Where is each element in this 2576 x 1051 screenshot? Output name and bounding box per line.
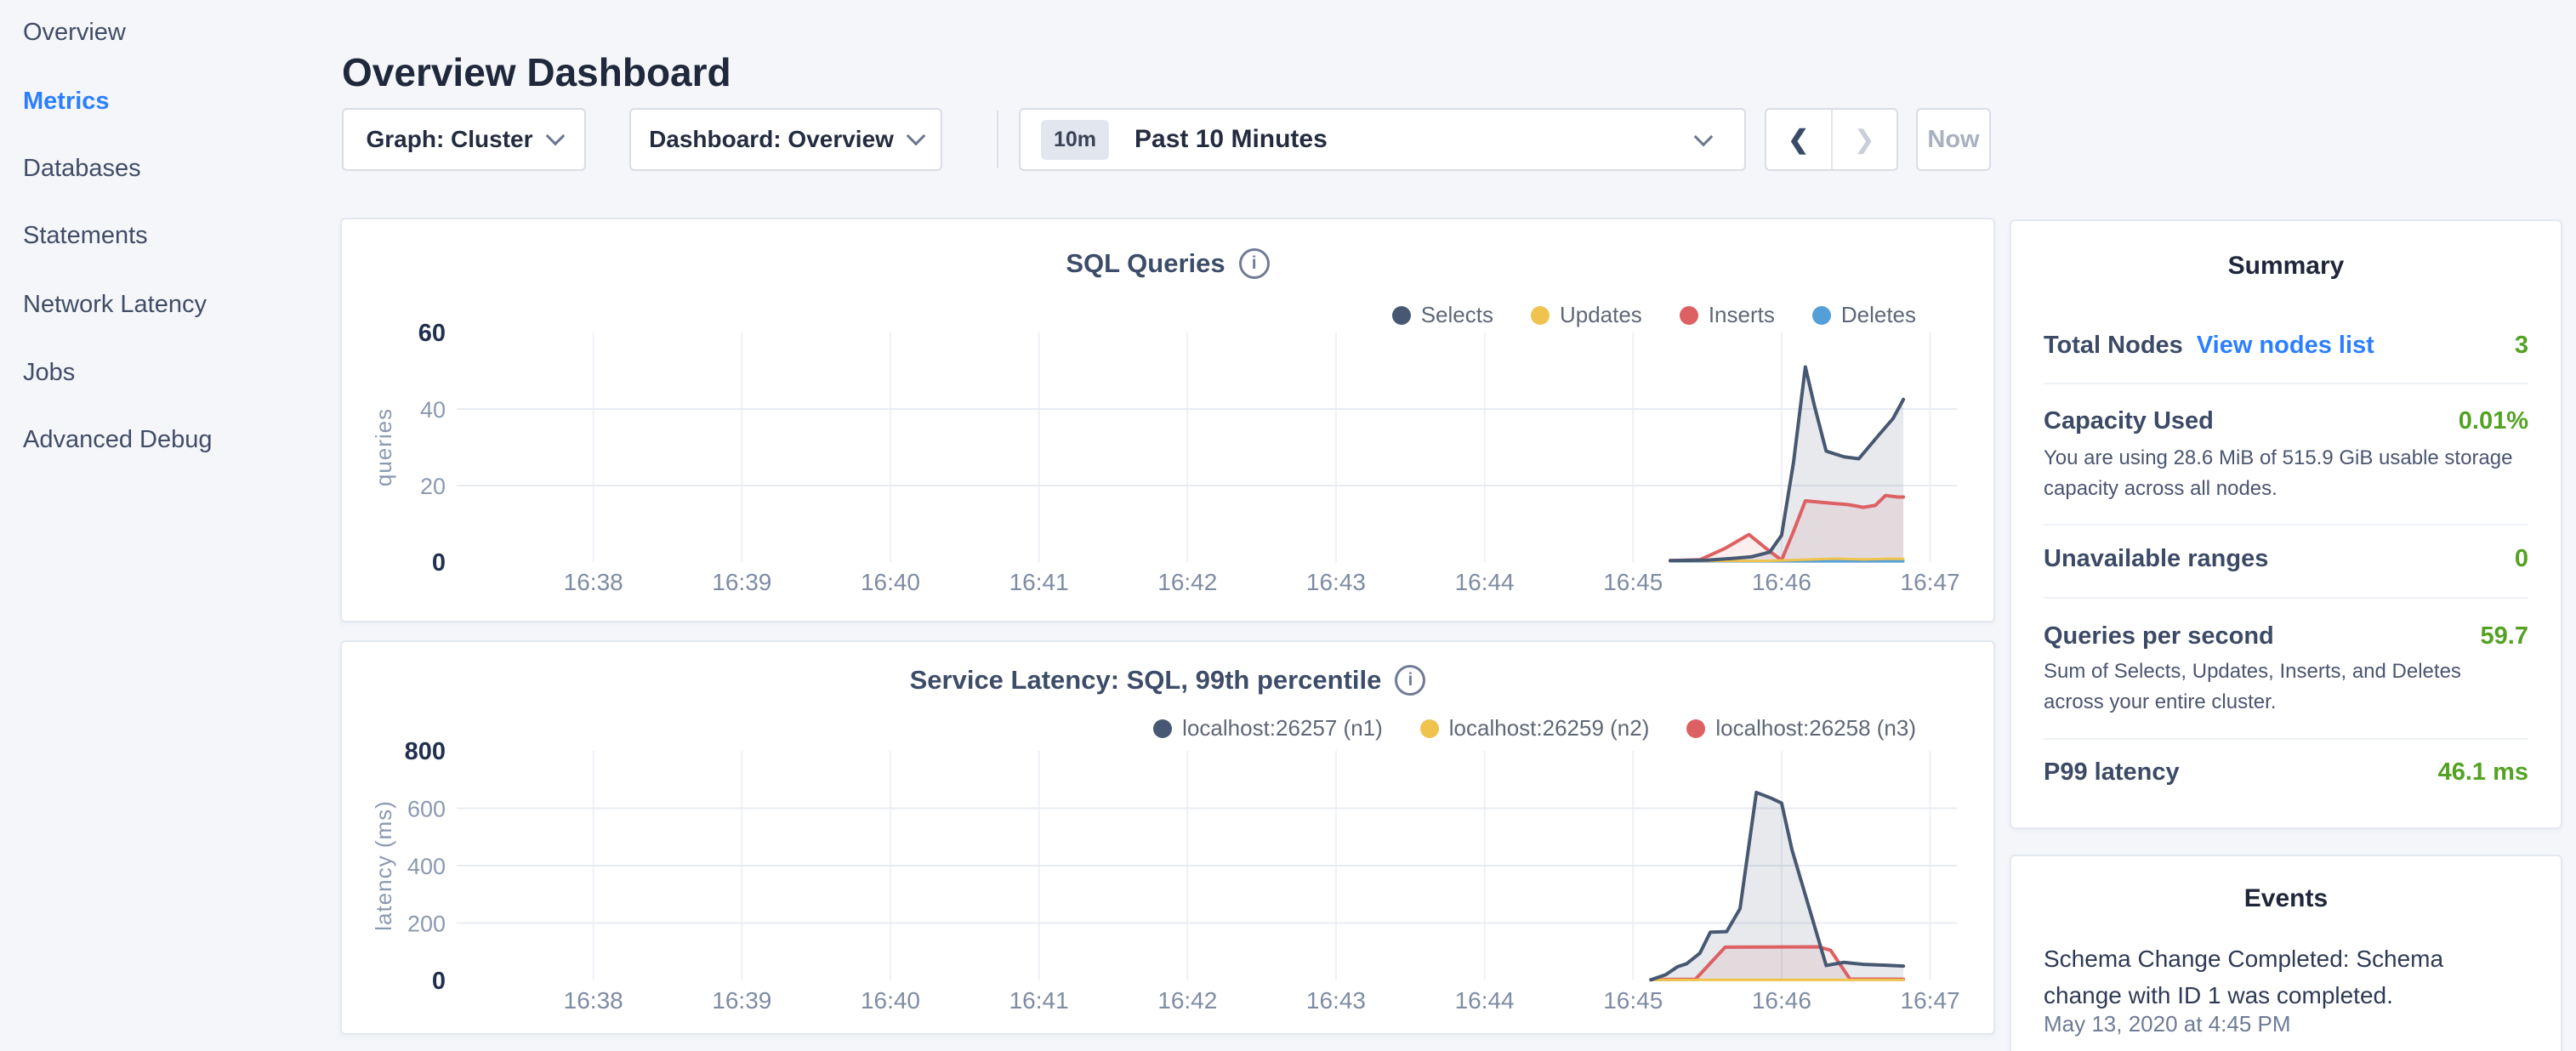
summary-value: 46.1 ms bbox=[2438, 758, 2528, 787]
previous-timespan-button[interactable]: ❮ bbox=[1766, 110, 1833, 169]
svg-text:16:41: 16:41 bbox=[1009, 987, 1069, 1014]
svg-text:0: 0 bbox=[432, 968, 446, 995]
svg-text:16:39: 16:39 bbox=[712, 569, 771, 595]
service-latency-chart-panel: Service Latency: SQL, 99th percentile i … bbox=[340, 640, 1995, 1035]
time-range-label: Past 10 Minutes bbox=[1134, 125, 1328, 154]
summary-row-unavailable-ranges: Unavailable ranges 0 bbox=[2044, 545, 2528, 573]
divider bbox=[2044, 738, 2528, 740]
svg-text:16:40: 16:40 bbox=[861, 569, 920, 595]
graph-dropdown[interactable]: Graph: Cluster bbox=[342, 108, 586, 171]
svg-text:queries: queries bbox=[371, 408, 396, 486]
summary-title: Summary bbox=[2011, 252, 2561, 281]
svg-text:400: 400 bbox=[407, 854, 446, 879]
sidebar-item-advanced-debug[interactable]: Advanced Debug bbox=[23, 422, 213, 457]
graph-dropdown-label: Graph: Cluster bbox=[366, 126, 532, 153]
summary-row-queries-per-second: Queries per second 59.7 bbox=[2044, 622, 2528, 650]
summary-label: Queries per second bbox=[2044, 622, 2274, 650]
svg-text:16:44: 16:44 bbox=[1455, 569, 1515, 595]
next-timespan-button[interactable]: ❯ bbox=[1833, 110, 1897, 169]
svg-text:16:38: 16:38 bbox=[564, 987, 623, 1014]
divider bbox=[2044, 383, 2528, 384]
dashboard-dropdown[interactable]: Dashboard: Overview bbox=[629, 108, 942, 171]
summary-description: You are using 28.6 MiB of 515.9 GiB usab… bbox=[2044, 443, 2520, 504]
svg-text:16:42: 16:42 bbox=[1157, 569, 1217, 595]
summary-label: P99 latency bbox=[2044, 758, 2180, 787]
summary-value: 59.7 bbox=[2481, 622, 2528, 650]
admin-ui-screen: Overview Metrics Databases Statements Ne… bbox=[0, 0, 2576, 1051]
summary-label: Capacity Used bbox=[2044, 407, 2214, 435]
view-nodes-list-link[interactable]: View nodes list bbox=[2197, 332, 2374, 360]
svg-text:600: 600 bbox=[407, 797, 446, 822]
svg-text:16:43: 16:43 bbox=[1306, 569, 1366, 595]
summary-value: 0 bbox=[2515, 545, 2528, 573]
sql-queries-chart[interactable]: 16:38 16:39 16:40 16:41 16:42 16:43 16:44 16:45… bbox=[342, 219, 1997, 624]
summary-row-capacity-used: Capacity Used 0.01% bbox=[2044, 407, 2528, 435]
event-timestamp: May 13, 2020 at 4:45 PM bbox=[2044, 1011, 2291, 1037]
summary-description: Sum of Selects, Updates, Inserts, and De… bbox=[2044, 656, 2520, 718]
divider bbox=[2044, 597, 2528, 599]
svg-text:16:38: 16:38 bbox=[564, 569, 623, 595]
summary-label: Total Nodes bbox=[2044, 332, 2183, 360]
sidebar-item-jobs[interactable]: Jobs bbox=[23, 355, 75, 390]
summary-value: 0.01% bbox=[2459, 407, 2528, 435]
chevron-down-icon bbox=[1694, 128, 1714, 147]
svg-text:16:47: 16:47 bbox=[1901, 569, 1960, 595]
sidebar-item-network-latency[interactable]: Network Latency bbox=[23, 287, 207, 322]
svg-text:16:45: 16:45 bbox=[1603, 987, 1663, 1014]
svg-text:16:46: 16:46 bbox=[1752, 987, 1811, 1014]
svg-text:16:39: 16:39 bbox=[712, 987, 771, 1014]
svg-text:16:43: 16:43 bbox=[1306, 987, 1366, 1014]
svg-text:16:45: 16:45 bbox=[1603, 569, 1663, 595]
svg-text:800: 800 bbox=[405, 738, 446, 765]
svg-text:16:46: 16:46 bbox=[1752, 569, 1811, 595]
dashboard-dropdown-label: Dashboard: Overview bbox=[649, 126, 894, 153]
sidebar-item-statements[interactable]: Statements bbox=[23, 218, 148, 253]
events-title: Events bbox=[2011, 884, 2561, 913]
svg-text:16:41: 16:41 bbox=[1009, 569, 1069, 595]
event-message[interactable]: Schema Change Completed: Schema change w… bbox=[2044, 940, 2486, 1014]
chevron-down-icon bbox=[545, 127, 565, 146]
summary-row-total-nodes: Total Nodes View nodes list 3 bbox=[2044, 332, 2528, 360]
svg-text:16:40: 16:40 bbox=[861, 987, 920, 1014]
sql-queries-chart-panel: SQL Queries i SelectsUpdatesInsertsDelet… bbox=[340, 218, 1995, 622]
page-title: Overview Dashboard bbox=[342, 49, 731, 95]
time-range-selector[interactable]: 10m Past 10 Minutes bbox=[1019, 108, 1746, 171]
summary-row-p99-latency: P99 latency 46.1 ms bbox=[2044, 758, 2528, 787]
summary-value: 3 bbox=[2515, 332, 2528, 360]
svg-text:16:44: 16:44 bbox=[1455, 987, 1515, 1014]
svg-text:60: 60 bbox=[418, 320, 446, 347]
time-step-buttons: ❮ ❯ bbox=[1765, 108, 1898, 171]
time-window-badge: 10m bbox=[1041, 120, 1109, 160]
svg-text:40: 40 bbox=[420, 397, 446, 423]
summary-panel: Summary Total Nodes View nodes list 3 Ca… bbox=[2010, 219, 2562, 829]
svg-text:200: 200 bbox=[407, 912, 446, 937]
chevron-down-icon bbox=[907, 127, 926, 146]
events-panel: Events Schema Change Completed: Schema c… bbox=[2010, 855, 2562, 1051]
service-latency-chart[interactable]: 16:38 16:39 16:40 16:41 16:42 16:43 16:44 16:45… bbox=[342, 642, 1997, 1037]
now-button[interactable]: Now bbox=[1916, 108, 1991, 171]
svg-text:0: 0 bbox=[432, 549, 446, 577]
divider bbox=[2044, 524, 2528, 526]
svg-text:16:47: 16:47 bbox=[1901, 987, 1960, 1014]
sidebar-item-overview[interactable]: Overview bbox=[23, 14, 126, 50]
svg-text:16:42: 16:42 bbox=[1157, 987, 1217, 1014]
svg-text:latency (ms): latency (ms) bbox=[371, 800, 396, 931]
sidebar-item-metrics[interactable]: Metrics bbox=[23, 83, 110, 119]
controls-divider bbox=[997, 111, 998, 168]
summary-label: Unavailable ranges bbox=[2044, 545, 2268, 573]
sidebar-item-databases[interactable]: Databases bbox=[23, 151, 141, 186]
svg-text:20: 20 bbox=[420, 474, 446, 499]
